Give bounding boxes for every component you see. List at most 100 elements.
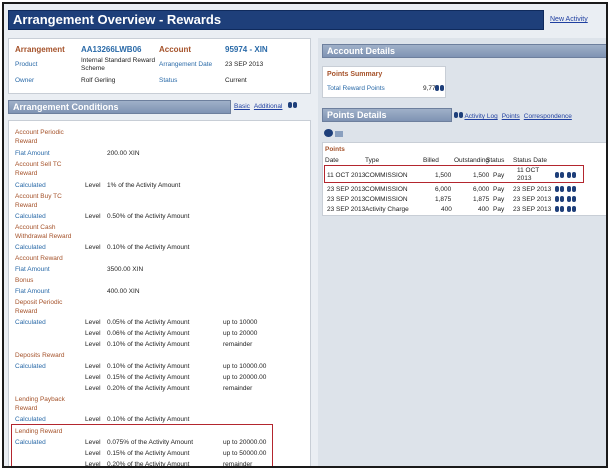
cell-status: Pay <box>493 206 505 213</box>
cond-heading: Account Reward <box>15 255 63 262</box>
cond-limit: up to 10000.00 <box>223 363 267 370</box>
cond-level: Level <box>85 439 101 446</box>
cond-level: Level <box>85 330 101 337</box>
cell-outstanding: 400 <box>478 206 489 213</box>
binoculars-icon[interactable] <box>555 172 564 178</box>
binoculars-icon[interactable] <box>567 196 576 202</box>
page-title: Arrangement Overview - Rewards <box>8 10 544 30</box>
binoculars-icon[interactable] <box>555 206 564 212</box>
cond-method: Calculated <box>15 363 46 370</box>
cond-heading: Reward <box>15 138 38 145</box>
cell-date: 23 SEP 2013 <box>327 206 366 213</box>
account-details-header: Account Details <box>322 44 606 58</box>
cond-level: Level <box>85 182 101 189</box>
lending-reward-highlight <box>11 424 273 466</box>
binoculars-icon[interactable] <box>555 196 564 202</box>
binoculars-icon[interactable] <box>555 186 564 192</box>
collapse-icon[interactable] <box>335 131 343 137</box>
binoculars-icon[interactable] <box>288 102 298 108</box>
cond-value: 0.05% of the Activity Amount <box>107 319 190 326</box>
col-outstanding: Outstanding <box>454 157 490 164</box>
status-value: Current <box>225 77 247 84</box>
right-panel <box>318 38 606 466</box>
cell-status: Pay <box>493 172 505 179</box>
points-details-links: Activity Log Points Correspondence <box>454 112 576 120</box>
cell-status-date: 11 OCT <box>517 167 540 174</box>
binoculars-icon[interactable] <box>567 172 576 178</box>
cond-limit: remainder <box>223 385 253 392</box>
cond-level: Level <box>85 385 101 392</box>
product-value: Internal Standard Reward <box>81 57 156 64</box>
cond-heading: Account Buy TC <box>15 193 62 200</box>
cond-value: 0.075% of the Activity Amount <box>107 439 193 446</box>
cell-outstanding: 1,875 <box>473 196 490 203</box>
conditions-list: Account Periodic Reward Flat Amount 200.… <box>8 120 311 468</box>
cond-value: 0.20% of the Activity Amount <box>107 385 190 392</box>
correspondence-link[interactable]: Correspondence <box>523 113 572 120</box>
points-summary-title: Points Summary <box>327 71 383 78</box>
additional-link[interactable]: Additional <box>253 103 283 110</box>
new-activity-link[interactable]: New Activity <box>550 16 588 23</box>
cond-heading: Reward <box>15 308 38 315</box>
binoculars-icon[interactable] <box>567 206 576 212</box>
expand-icon[interactable] <box>324 129 333 137</box>
cell-date: 11 OCT 2013 <box>327 172 366 179</box>
cond-heading: Account Cash <box>15 224 56 231</box>
cond-limit: remainder <box>223 461 253 468</box>
cell-status-date: 23 SEP 2013 <box>513 206 552 213</box>
cond-method: Flat Amount <box>15 266 50 273</box>
cell-outstanding: 1,500 <box>473 172 490 179</box>
cond-heading: Reward <box>15 405 38 412</box>
cond-level: Level <box>85 363 101 370</box>
col-type: Type <box>365 157 380 164</box>
arrangement-id: AA13266LWB06 <box>81 45 142 54</box>
cond-method: Calculated <box>15 182 46 189</box>
binoculars-icon[interactable] <box>567 186 576 192</box>
col-date: Date <box>325 157 339 164</box>
cell-status: Pay <box>493 196 505 203</box>
cond-limit: up to 20000.00 <box>223 374 267 381</box>
basic-link[interactable]: Basic <box>234 103 250 110</box>
cell-status-date: 23 SEP 2013 <box>513 196 552 203</box>
status-label: Status <box>159 77 178 84</box>
col-status-date: Status Date <box>513 157 547 164</box>
cond-value: 0.06% of the Activity Amount <box>107 330 190 337</box>
arrangement-header: Arrangement AA13266LWB06 Account 95974 -… <box>8 38 311 94</box>
cond-value: 0.10% of the Activity Amount <box>107 341 190 348</box>
cond-method: Calculated <box>15 319 46 326</box>
cond-value: 400.00 XIN <box>107 288 140 295</box>
cond-heading: Deposits Reward <box>15 352 65 359</box>
cond-level: Level <box>85 374 101 381</box>
cond-method: Calculated <box>15 244 46 251</box>
cond-heading: Account Periodic <box>15 129 64 136</box>
cond-limit: remainder <box>223 341 253 348</box>
arrangement-date-label: Arrangement Date <box>159 61 213 68</box>
cell-billed: 400 <box>441 206 452 213</box>
cond-method: Flat Amount <box>15 150 50 157</box>
points-link[interactable]: Points <box>501 113 520 120</box>
cond-level: Level <box>85 416 101 423</box>
product-value-2: Scheme <box>81 65 105 72</box>
cond-value: 0.50% of the Activity Amount <box>107 213 190 220</box>
cond-limit: up to 20000 <box>223 330 258 337</box>
binoculars-icon[interactable] <box>454 112 463 118</box>
total-reward-points-label: Total Reward Points <box>327 85 385 92</box>
conditions-links: Basic Additional <box>234 102 298 110</box>
cond-limit: up to 20000.00 <box>223 439 267 446</box>
account-label: Account <box>159 45 191 54</box>
binoculars-icon[interactable] <box>435 85 444 91</box>
points-table-box: Points Date Type Billed Outstanding Stat… <box>322 142 606 216</box>
account-value: 95974 - XIN <box>225 45 268 54</box>
cond-level: Level <box>85 341 101 348</box>
points-summary-box: Points Summary Total Reward Points 9,775 <box>322 66 446 98</box>
cond-value: 0.20% of the Activity Amount <box>107 461 190 468</box>
cond-heading: Deposit Periodic <box>15 299 63 306</box>
cell-type: Activity Charge <box>365 206 409 213</box>
cond-value: 0.10% of the Activity Amount <box>107 363 190 370</box>
cond-method: Flat Amount <box>15 288 50 295</box>
cond-value: 0.15% of the Activity Amount <box>107 450 190 457</box>
cond-value: 1% of the Activity Amount <box>107 182 181 189</box>
cell-outstanding: 6,000 <box>473 186 490 193</box>
activity-log-link[interactable]: Activity Log <box>464 113 498 120</box>
